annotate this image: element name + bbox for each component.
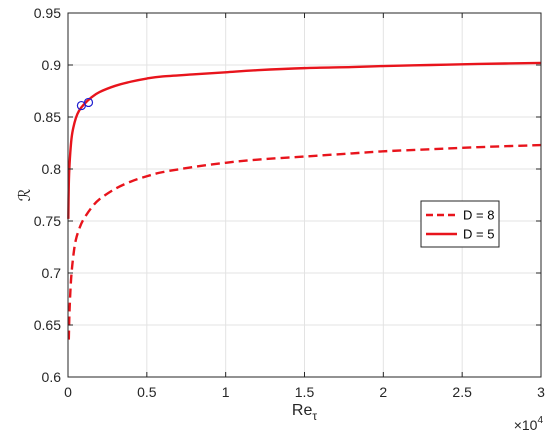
- legend: D = 8 D = 5: [420, 200, 500, 248]
- y-tick-label: 0.9: [42, 57, 62, 73]
- y-tick-label: 0.85: [34, 109, 61, 125]
- data-marker: [83, 97, 94, 108]
- x-tick-label: 3: [537, 384, 545, 400]
- y-tick-label: 0.65: [34, 317, 61, 333]
- x-axis-multiplier: ×104: [514, 415, 544, 433]
- y-tick-label: 0.75: [34, 213, 61, 229]
- y-tick-label: 0.95: [34, 5, 61, 21]
- x-axis-label-subscript: τ: [312, 409, 317, 423]
- x-axis-label: Reτ: [292, 402, 317, 423]
- ticks: [67, 12, 542, 378]
- legend-box: [420, 200, 500, 248]
- x-tick-label: 0.5: [137, 384, 157, 400]
- x-tick-label: 2.5: [452, 384, 472, 400]
- y-tick-label: 0.7: [42, 265, 62, 281]
- series-line-d5: [67, 61, 542, 219]
- y-axis-label: ℛ: [17, 188, 34, 201]
- marker-layer: [76, 97, 94, 111]
- series-line-d8: [67, 143, 542, 340]
- x-axis-label-main: Re: [292, 402, 313, 419]
- tick-labels: 0 0.5 1 1.5 2 2.5 3 0.6 0.65 0.7 0.75 0.8 0.85 0.9 0.9…: [34, 5, 545, 400]
- y-tick-label: 0.6: [42, 369, 62, 385]
- series-layer: [67, 61, 542, 340]
- legend-label-d5: D = 5: [463, 227, 494, 242]
- x-tick-label: 0: [64, 384, 72, 400]
- x-axis-multiplier-base: ×10: [514, 417, 538, 433]
- y-tick-label: 0.8: [42, 161, 62, 177]
- x-tick-label: 1.5: [295, 384, 315, 400]
- x-tick-label: 2: [379, 384, 387, 400]
- x-tick-label: 1: [222, 384, 230, 400]
- x-axis-multiplier-exponent: 4: [537, 415, 543, 426]
- legend-label-d8: D = 8: [463, 208, 494, 223]
